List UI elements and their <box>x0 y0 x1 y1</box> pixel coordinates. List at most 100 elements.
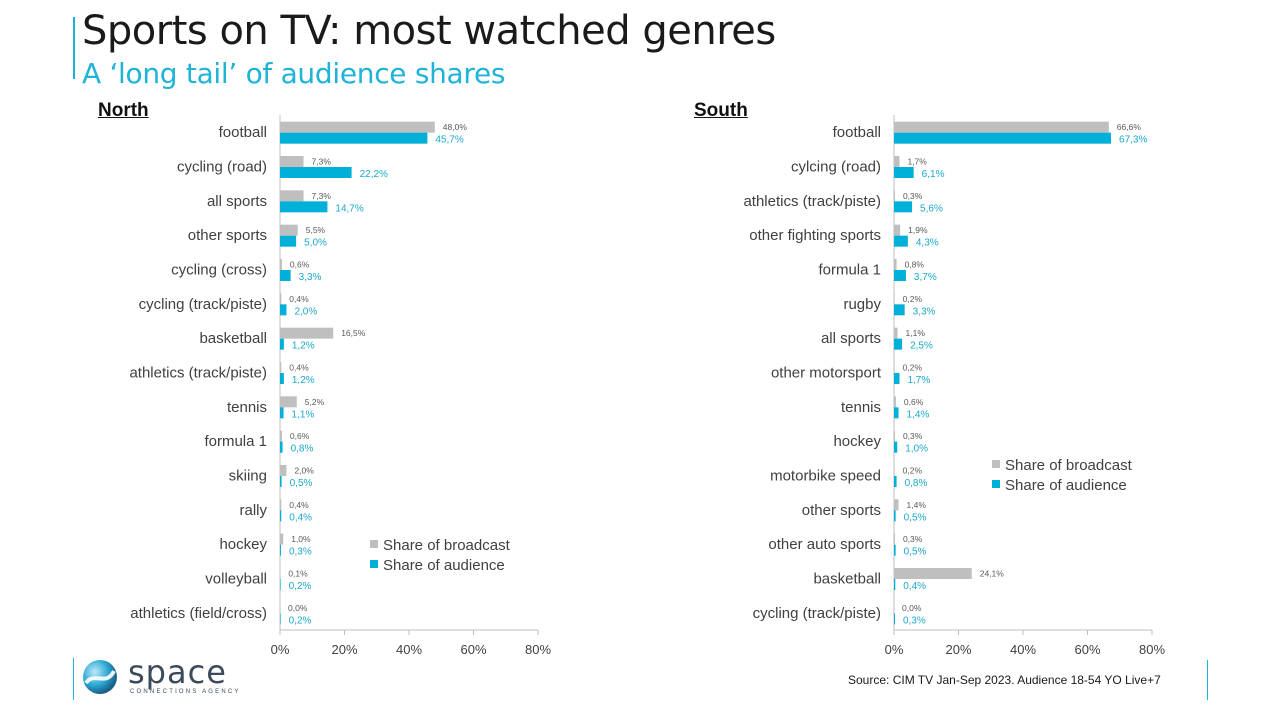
chart-title-south: South <box>694 100 748 121</box>
north-x-tick-label: 20% <box>331 642 357 657</box>
logo: space CONNECTIONS AGENCY <box>80 653 260 703</box>
north-bar-audience <box>280 441 283 453</box>
south-data-label-broadcast: 0,6% <box>904 397 924 407</box>
south-category-label: cylcing (road) <box>791 159 881 176</box>
south-bar-audience <box>894 510 896 522</box>
south-bar-audience <box>894 270 906 281</box>
south-x-tick-label: 20% <box>945 642 971 657</box>
north-data-label-broadcast: 5,2% <box>305 397 325 407</box>
south-bar-audience <box>894 544 896 556</box>
north-bar-audience <box>280 235 297 247</box>
north-x-tick-label: 60% <box>460 642 486 657</box>
north-bar-audience <box>280 373 284 384</box>
north-category-label: athletics (field/cross) <box>130 605 267 622</box>
south-bar-broadcast <box>894 190 895 202</box>
north-data-label-broadcast: 0,6% <box>290 431 310 441</box>
north-data-label-audience: 0,2% <box>289 615 312 626</box>
north-bar-broadcast <box>280 327 334 339</box>
south-data-label-audience: 0,5% <box>904 547 927 558</box>
north-data-label-audience: 0,2% <box>289 581 312 592</box>
north-data-label-broadcast: 0,6% <box>290 260 310 270</box>
south-data-label-broadcast: 1,1% <box>906 328 926 338</box>
north-bar-audience <box>280 407 284 419</box>
north-bar-audience <box>280 510 282 522</box>
north-data-label-audience: 5,0% <box>304 238 327 249</box>
south-data-label-audience: 0,8% <box>905 478 928 489</box>
north-bar-broadcast <box>280 224 298 236</box>
south-category-label: tennis <box>841 399 881 416</box>
north-category-label: football <box>219 124 267 141</box>
south-category-label: athletics (track/piste) <box>743 193 881 210</box>
page-title: Sports on TV: most watched genres <box>82 8 776 54</box>
chart-title-north: North <box>98 100 149 121</box>
north-data-label-broadcast: 16,5% <box>341 328 366 338</box>
north-category-label: cycling (road) <box>177 159 267 176</box>
north-data-label-broadcast: 2,0% <box>294 466 314 476</box>
north-legend-swatch-audience <box>370 560 378 568</box>
north-bar-broadcast <box>280 533 284 545</box>
north-legend-swatch-broadcast <box>370 540 378 548</box>
south-data-label-audience: 0,3% <box>903 615 926 626</box>
header-accent-line <box>73 17 75 79</box>
south-data-label-broadcast: 0,2% <box>903 294 923 304</box>
north-x-tick-label: 80% <box>525 642 551 657</box>
north-data-label-broadcast: 5,5% <box>306 225 326 235</box>
north-bar-broadcast <box>280 121 435 133</box>
north-category-label: cycling (track/piste) <box>139 296 267 313</box>
north-data-label-audience: 1,2% <box>292 375 315 386</box>
north-bar-broadcast <box>280 362 282 373</box>
north-category-label: basketball <box>199 330 267 347</box>
north-data-label-audience: 0,8% <box>291 444 314 455</box>
south-data-label-audience: 67,3% <box>1119 135 1147 146</box>
north-data-label-broadcast: 1,0% <box>291 534 311 544</box>
south-bar-broadcast <box>894 224 901 236</box>
south-data-label-broadcast: 0,3% <box>903 191 923 201</box>
south-bar-audience <box>894 304 905 316</box>
south-category-label: other auto sports <box>768 536 881 553</box>
north-bar-audience <box>280 544 281 556</box>
south-bar-audience <box>894 167 914 178</box>
north-bar-audience <box>280 132 428 144</box>
north-bar-audience <box>280 167 352 178</box>
south-legend-label-broadcast: Share of broadcast <box>1005 457 1133 474</box>
north-data-label-audience: 14,7% <box>335 203 363 214</box>
south-legend-swatch-audience <box>992 480 1000 488</box>
north-bar-broadcast <box>280 430 282 442</box>
north-bar-audience <box>280 613 281 625</box>
north-category-label: volleyball <box>205 571 267 588</box>
south-data-label-audience: 0,5% <box>904 512 927 523</box>
south-data-label-broadcast: 1,7% <box>907 157 927 167</box>
south-data-label-broadcast: 0,2% <box>903 466 923 476</box>
south-bar-audience <box>894 407 899 419</box>
south-category-label: other sports <box>802 502 881 519</box>
south-legend-label-audience: Share of audience <box>1005 477 1127 494</box>
north-category-label: rally <box>239 502 267 519</box>
south-bar-broadcast <box>894 533 895 545</box>
north-bar-broadcast <box>280 465 287 476</box>
north-data-label-audience: 2,0% <box>294 306 317 317</box>
source-note: Source: CIM TV Jan-Sep 2023. Audience 18… <box>848 673 1161 687</box>
north-data-label-broadcast: 0,4% <box>289 294 309 304</box>
footer-accent-line-left <box>73 658 74 700</box>
south-data-label-broadcast: 24,1% <box>980 569 1005 579</box>
south-bar-broadcast <box>894 156 900 167</box>
north-category-label: hockey <box>219 536 267 553</box>
south-category-label: other fighting sports <box>749 227 881 244</box>
north-data-label-broadcast: 0,4% <box>289 500 309 510</box>
north-data-label-broadcast: 7,3% <box>312 191 332 201</box>
north-category-label: skiing <box>229 468 267 485</box>
south-category-label: hockey <box>833 433 881 450</box>
north-x-tick-label: 40% <box>396 642 422 657</box>
south-data-label-audience: 0,4% <box>903 581 926 592</box>
south-bar-audience <box>894 579 896 590</box>
north-category-label: tennis <box>227 399 267 416</box>
north-data-label-broadcast: 0,0% <box>288 603 308 613</box>
north-bar-broadcast <box>280 259 282 270</box>
north-category-label: all sports <box>207 193 267 210</box>
north-category-label: other sports <box>188 227 267 244</box>
south-x-tick-label: 40% <box>1010 642 1036 657</box>
south-data-label-broadcast: 0,0% <box>902 603 922 613</box>
north-data-label-audience: 3,3% <box>299 272 322 283</box>
south-x-tick-label: 60% <box>1074 642 1100 657</box>
